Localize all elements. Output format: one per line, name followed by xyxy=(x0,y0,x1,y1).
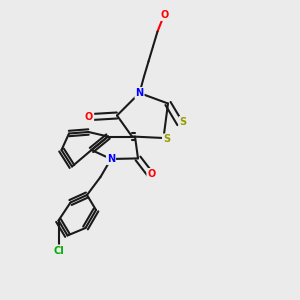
Text: Cl: Cl xyxy=(53,245,64,256)
Text: N: N xyxy=(135,88,144,98)
Text: S: S xyxy=(163,134,170,145)
Text: O: O xyxy=(147,169,156,179)
Text: O: O xyxy=(85,112,93,122)
Text: N: N xyxy=(107,154,115,164)
Text: O: O xyxy=(161,10,169,20)
Text: S: S xyxy=(179,117,187,127)
